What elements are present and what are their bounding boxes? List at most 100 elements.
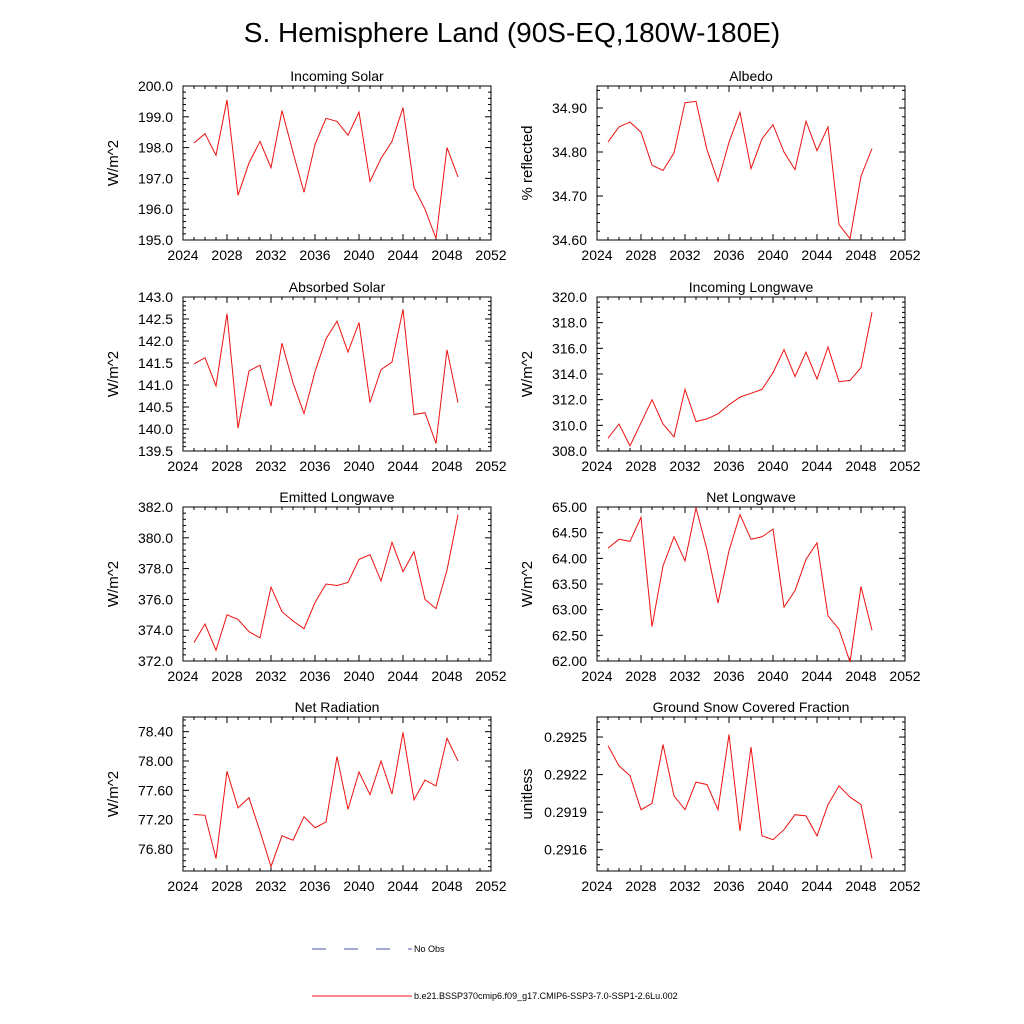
legend-obs-label: No Obs [414, 944, 445, 954]
y-tick-label: 140.5 [138, 399, 173, 415]
panel-title: Absorbed Solar [289, 279, 386, 295]
y-tick-label: 65.00 [552, 499, 587, 515]
panel-frame [182, 716, 492, 872]
x-tick-label: 2048 [845, 458, 876, 474]
y-tick-label: 314.0 [552, 366, 587, 382]
x-tick-label: 2052 [889, 668, 920, 684]
y-tick-label: 0.2916 [544, 842, 587, 858]
y-tick-label: 0.2922 [544, 767, 587, 783]
x-tick-label: 2024 [581, 458, 612, 474]
y-tick-label: 308.0 [552, 443, 587, 459]
x-tick-label: 2040 [757, 247, 788, 263]
x-tick-label: 2036 [299, 247, 330, 263]
panel-6: Net Radiation 2024 2028 2032 2036 2040 2044 204… [105, 699, 507, 894]
x-tick-label: 2040 [343, 247, 374, 263]
x-tick-label: 2040 [343, 668, 374, 684]
figure-title: S. Hemisphere Land (90S-EQ,180W-180E) [244, 17, 780, 48]
panel-frame [182, 296, 492, 452]
y-tick-label: 143.0 [138, 289, 173, 305]
y-tick-label: 62.00 [552, 653, 587, 669]
panel-0: Incoming Solar 2024 2028 2032 2036 2040 2044 20… [105, 68, 507, 263]
y-tick-label: 63.00 [552, 602, 587, 618]
x-tick-label: 2028 [625, 247, 656, 263]
y-tick-label: 140.0 [138, 421, 173, 437]
y-tick-label: 78.40 [138, 724, 173, 740]
x-tick-label: 2028 [211, 668, 242, 684]
y-tick-label: 310.0 [552, 417, 587, 433]
y-tick-label: 316.0 [552, 340, 587, 356]
x-tick-label: 2052 [475, 878, 506, 894]
y-tick-label: 318.0 [552, 315, 587, 331]
x-tick-label: 2052 [889, 247, 920, 263]
x-tick-label: 2044 [387, 668, 418, 684]
x-tick-label: 2028 [211, 247, 242, 263]
y-tick-label: 78.00 [138, 753, 173, 769]
y-tick-label: 77.20 [138, 812, 173, 828]
x-tick-label: 2048 [845, 668, 876, 684]
y-tick-label: 77.60 [138, 782, 173, 798]
x-tick-label: 2044 [387, 247, 418, 263]
x-tick-label: 2048 [431, 247, 462, 263]
x-tick-label: 2040 [757, 668, 788, 684]
panel-title: Emitted Longwave [279, 489, 394, 505]
x-tick-label: 2036 [299, 458, 330, 474]
x-tick-label: 2024 [581, 247, 612, 263]
y-axis-label: unitless [519, 769, 536, 820]
x-tick-label: 2048 [845, 247, 876, 263]
series-line [193, 732, 459, 869]
x-tick-label: 2032 [255, 458, 286, 474]
x-tick-label: 2052 [475, 247, 506, 263]
panel-4: Emitted Longwave 2024 2028 2032 2036 2040 2044… [105, 489, 507, 684]
series-line [607, 100, 873, 240]
y-tick-label: 141.5 [138, 355, 173, 371]
panel-frame [182, 506, 492, 662]
x-tick-label: 2040 [343, 878, 374, 894]
y-axis-label: W/m^2 [519, 561, 536, 607]
y-tick-label: 312.0 [552, 392, 587, 408]
y-tick-label: 376.0 [138, 591, 173, 607]
y-tick-label: 380.0 [138, 530, 173, 546]
y-tick-label: 0.2919 [544, 804, 587, 820]
x-tick-label: 2024 [167, 247, 198, 263]
y-tick-label: 62.50 [552, 627, 587, 643]
y-tick-label: 64.00 [552, 550, 587, 566]
x-tick-label: 2036 [713, 247, 744, 263]
x-tick-label: 2024 [167, 668, 198, 684]
y-tick-label: 374.0 [138, 622, 173, 638]
x-tick-label: 2024 [581, 878, 612, 894]
panel-frame [596, 85, 906, 241]
y-tick-label: 378.0 [138, 561, 173, 577]
series-line [193, 99, 459, 239]
y-tick-label: 195.0 [138, 232, 173, 248]
x-tick-label: 2032 [669, 668, 700, 684]
legend: No Obs b.e21.BSSP370cmip6.f09_g17.CMIP6-… [312, 944, 678, 1001]
panel-frame [596, 506, 906, 662]
panel-5: Net Longwave 2024 2028 2032 2036 2040 2044 2048… [519, 489, 921, 684]
y-tick-label: 199.0 [138, 109, 173, 125]
y-tick-label: 382.0 [138, 499, 173, 515]
x-tick-label: 2052 [889, 878, 920, 894]
y-tick-label: 63.50 [552, 576, 587, 592]
y-tick-label: 34.80 [552, 144, 587, 160]
y-axis-label: W/m^2 [105, 351, 122, 397]
x-tick-label: 2052 [475, 458, 506, 474]
x-tick-label: 2032 [255, 878, 286, 894]
panel-title: Incoming Longwave [689, 279, 814, 295]
series-line [193, 514, 459, 652]
x-tick-label: 2044 [801, 668, 832, 684]
y-tick-label: 34.90 [552, 100, 587, 116]
y-tick-label: 64.50 [552, 525, 587, 541]
x-tick-label: 2048 [431, 878, 462, 894]
panel-3: Incoming Longwave 2024 2028 2032 2036 2040 204… [519, 279, 921, 474]
legend-model-label: b.e21.BSSP370cmip6.f09_g17.CMIP6-SSP3-7.… [414, 991, 678, 1001]
x-tick-label: 2044 [387, 458, 418, 474]
panel-title: Ground Snow Covered Fraction [653, 699, 850, 715]
x-tick-label: 2032 [669, 247, 700, 263]
series-line [607, 312, 873, 448]
x-tick-label: 2044 [387, 878, 418, 894]
x-tick-label: 2028 [211, 878, 242, 894]
y-axis-label: W/m^2 [105, 771, 122, 817]
x-tick-label: 2024 [167, 878, 198, 894]
panel-7: Ground Snow Covered Fraction 2024 2028 2032… [519, 699, 921, 894]
